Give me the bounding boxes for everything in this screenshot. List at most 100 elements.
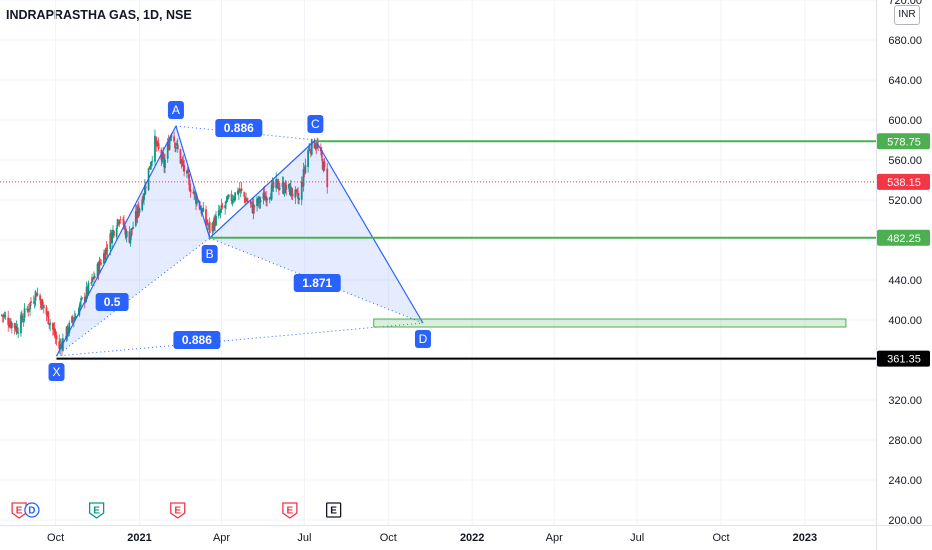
- candle-body: [33, 302, 36, 304]
- candle-body: [188, 179, 191, 191]
- candle-body: [276, 180, 279, 181]
- candle-body: [182, 161, 185, 167]
- target-zone-box[interactable]: [373, 318, 847, 328]
- earnings-event-icon[interactable]: [282, 502, 298, 519]
- candle-body: [168, 139, 171, 150]
- event-letter-E: E: [93, 506, 100, 517]
- ratio-label-XD: 0.886: [182, 333, 212, 347]
- candle-body: [3, 315, 6, 317]
- candle-body: [74, 315, 77, 319]
- candle-body: [73, 316, 76, 321]
- candle-body: [14, 326, 17, 331]
- candle-body: [253, 205, 256, 208]
- candle-body: [201, 210, 204, 213]
- candle-body: [157, 143, 160, 149]
- pattern-leg-BC[interactable]: [209, 139, 316, 239]
- candle-body: [183, 164, 186, 172]
- candle-body: [81, 297, 83, 299]
- x-tick-label: 2022: [460, 532, 484, 544]
- candle-body: [320, 150, 323, 158]
- candle-body: [142, 197, 145, 202]
- candle-body: [175, 147, 177, 149]
- ratio-label-XB: 0.5: [104, 295, 121, 309]
- candle-body: [278, 188, 281, 189]
- candle-body: [309, 148, 311, 152]
- candle-body: [42, 304, 45, 309]
- candle-body: [110, 234, 113, 243]
- candle-body: [290, 187, 293, 195]
- candle-body: [13, 323, 16, 328]
- candle-body: [80, 298, 83, 301]
- dividend-event-icon[interactable]: [24, 502, 40, 518]
- candle-body: [1, 315, 4, 317]
- event-letter-D: D: [28, 506, 35, 517]
- candle-body: [20, 314, 22, 334]
- price-tag-482-25: 482.25: [887, 233, 921, 245]
- candle-body: [30, 301, 32, 303]
- candle-body: [66, 326, 69, 336]
- candle-body: [300, 181, 303, 200]
- candle-body: [257, 199, 259, 204]
- candle-body: [297, 193, 299, 199]
- ratio-label-BD: 1.871: [302, 276, 332, 290]
- y-tick-label: 560.00: [888, 155, 922, 167]
- y-tick-label: 280.00: [888, 435, 922, 447]
- candle-body: [91, 277, 93, 283]
- candle-body: [51, 323, 54, 330]
- candle-body: [103, 253, 105, 264]
- candle-body: [23, 308, 26, 318]
- candle-body: [86, 286, 89, 295]
- candle-body: [167, 141, 170, 150]
- y-tick-label: 440.00: [888, 275, 922, 287]
- candle-body: [122, 219, 124, 221]
- pattern-leg-XA[interactable]: [55, 125, 177, 357]
- candle-body: [237, 190, 239, 195]
- candle-body: [10, 322, 13, 328]
- candle-body: [176, 144, 179, 150]
- candle-body: [106, 249, 109, 251]
- point-label-box: [48, 363, 65, 381]
- candle-body: [109, 233, 112, 249]
- candle-body: [20, 313, 23, 321]
- earnings-event-icon[interactable]: [11, 502, 27, 519]
- candle-body: [226, 196, 228, 203]
- candle-body: [302, 169, 305, 187]
- candle-body: [230, 194, 233, 201]
- price-tag-current: 538.15: [887, 177, 921, 189]
- earnings-event-icon[interactable]: [170, 502, 186, 519]
- y-tick-label: 400.00: [888, 315, 922, 327]
- price-tag-361-35-box: [877, 350, 930, 367]
- event-letter-E: E: [287, 506, 294, 517]
- earnings-event-icon[interactable]: [325, 502, 342, 518]
- currency-button[interactable]: INR: [894, 5, 920, 25]
- candle-body: [34, 291, 37, 301]
- price-tag-578-75: 578.75: [887, 136, 921, 148]
- candle-body: [316, 144, 319, 148]
- candle-body: [179, 149, 182, 164]
- candle-body: [48, 324, 51, 326]
- point-label-C: C: [311, 117, 320, 131]
- candle-body: [28, 308, 31, 310]
- pattern-ratio-line-AC: [175, 125, 316, 141]
- candle-body: [36, 293, 39, 296]
- candle-body: [7, 317, 10, 325]
- earnings-event-icon[interactable]: [88, 502, 105, 519]
- point-label-box: [307, 115, 324, 133]
- candle-body: [170, 134, 173, 138]
- candle-body: [221, 205, 224, 208]
- pattern-leg-CD[interactable]: [314, 139, 424, 324]
- candle-body: [224, 205, 227, 209]
- candle-body: [129, 235, 132, 244]
- x-tick-label: Jul: [297, 532, 311, 544]
- candle-body: [237, 190, 240, 194]
- candle-body: [217, 210, 220, 216]
- candle-body: [163, 157, 165, 168]
- candle-body: [68, 322, 71, 334]
- candle-body: [314, 146, 317, 148]
- candle-body: [326, 168, 329, 188]
- candle-body: [208, 221, 211, 234]
- candle-body: [275, 178, 278, 189]
- candle-body: [173, 136, 176, 142]
- candle-body: [207, 223, 210, 225]
